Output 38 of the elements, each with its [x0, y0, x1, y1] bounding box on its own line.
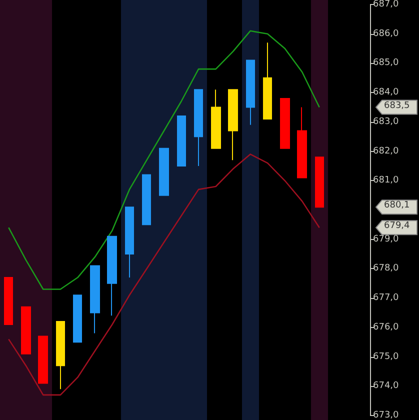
y-tick-label: 673,0: [373, 410, 400, 420]
y-tick-label: 686,0: [373, 28, 400, 39]
line-series: [8, 154, 320, 396]
candlestick: [211, 89, 221, 149]
candlestick: [73, 294, 82, 343]
text: 679,4: [384, 221, 410, 232]
y-tick-label: 681,0: [373, 176, 400, 186]
y-tick-label: 674,0: [373, 381, 400, 392]
y-tick-label: 679,0: [373, 234, 400, 244]
y-tick-label: 677,0: [373, 293, 400, 304]
candlestick: [90, 265, 100, 334]
candlestick: [56, 321, 65, 390]
candlestick: [315, 156, 324, 208]
y-tick-label: 687,0: [373, 0, 400, 10]
candlestick: [297, 106, 307, 178]
candlestick: [159, 148, 169, 196]
candlestick: [125, 206, 134, 278]
candlestick: [228, 89, 238, 161]
text: 680,1: [384, 200, 410, 211]
candlestick: [246, 60, 255, 126]
y-tick-label: 682,0: [373, 146, 400, 156]
candlestick: [107, 236, 117, 316]
candlestick: [21, 306, 31, 354]
y-tick-label: 675,0: [373, 352, 400, 362]
y-tick-label: 683,0: [373, 116, 400, 127]
candlestick: [263, 42, 272, 120]
candlestick: [4, 277, 13, 325]
y-tick-label: 676,0: [373, 322, 400, 332]
y-tick-label: 678,0: [373, 264, 400, 274]
candlestick: [38, 336, 48, 384]
candlestick: [280, 98, 290, 149]
text: 683,5: [384, 100, 410, 111]
y-tick-label: 684,0: [373, 88, 400, 98]
candlestick: [177, 116, 186, 166]
candlestick: [142, 174, 151, 226]
y-tick-label: 685,0: [373, 58, 400, 68]
line-series: [8, 30, 320, 290]
candlestick: [194, 89, 203, 166]
